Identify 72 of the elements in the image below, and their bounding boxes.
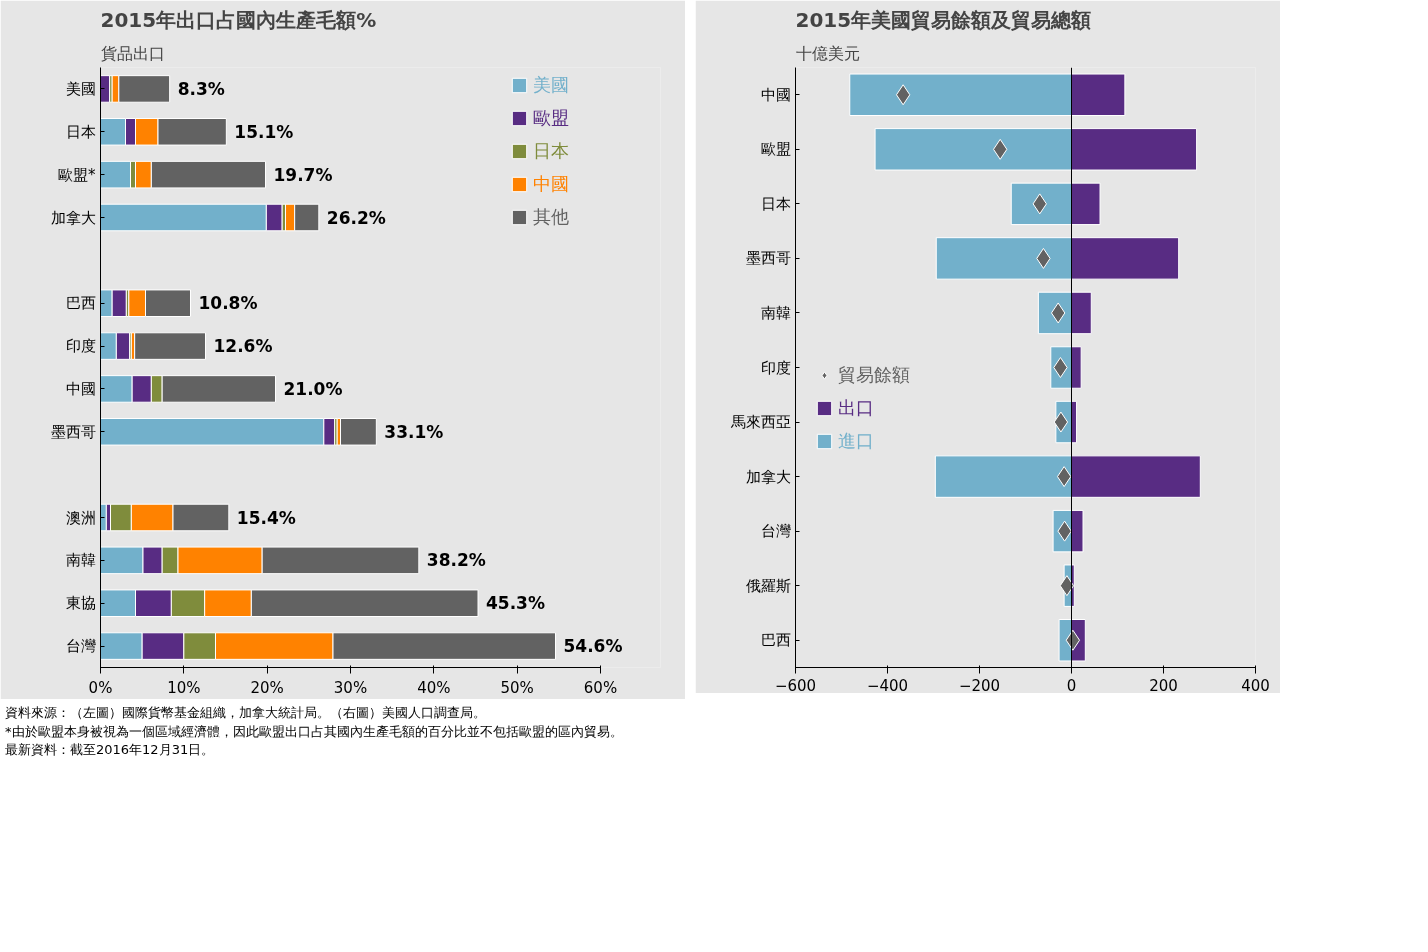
y-tick-label: 中國 — [65, 379, 96, 398]
y-tick-label: 美國 — [65, 79, 96, 98]
x-tick-label: 60% — [583, 678, 618, 697]
x-tick-label: 0% — [88, 678, 113, 697]
y-tick-label: 墨西哥 — [745, 249, 791, 268]
legend-label: 其他 — [533, 205, 569, 229]
x-tick-label: −200 — [958, 676, 1001, 695]
x-tick-label: −600 — [774, 676, 817, 695]
y-tick-label: 俄羅斯 — [745, 576, 791, 595]
point — [1059, 575, 1075, 597]
y-tick-label: 巴西 — [65, 294, 96, 313]
text: 最新資料：截至2016年12月31日。 — [5, 742, 215, 758]
y-tick-label: 日本 — [760, 194, 791, 213]
total-label: 10.8% — [198, 293, 258, 314]
chart-subtitle: 十億美元 — [795, 43, 860, 63]
chart-subtitle: 貨品出口 — [100, 43, 165, 63]
legend-label: 日本 — [533, 139, 569, 163]
point — [1053, 357, 1068, 378]
x-tick-label: 20% — [250, 678, 284, 697]
legend-label: 貿易餘額 — [838, 363, 910, 387]
point — [895, 84, 911, 106]
total-label: 33.1% — [384, 421, 444, 442]
legend-label: 進口 — [838, 429, 874, 453]
total-label: 8.3% — [177, 78, 225, 99]
y-tick-label: 東協 — [65, 594, 96, 613]
x-tick-label: 30% — [333, 678, 368, 697]
point — [1056, 466, 1072, 488]
legend-label: 中國 — [533, 172, 569, 196]
point — [1065, 629, 1081, 651]
y-tick-label: 台灣 — [760, 522, 791, 541]
total-label: 15.1% — [234, 121, 294, 142]
x-tick-label: 0 — [1066, 676, 1077, 695]
legend-label: 美國 — [533, 73, 569, 97]
total-label: 38.2% — [426, 550, 486, 571]
total-label: 19.7% — [273, 164, 333, 185]
total-label: 26.2% — [326, 207, 386, 228]
legend-label: 出口 — [838, 396, 874, 420]
bar — [134, 332, 206, 360]
y-tick-label: 南韓 — [65, 551, 96, 570]
x-tick-label: 400 — [1241, 676, 1270, 695]
y-tick-label: 澳洲 — [65, 508, 96, 527]
y-tick-label: 印度 — [760, 358, 791, 377]
bar — [340, 418, 377, 446]
source-note: 資料來源：（左圖）國際貨幣基金組織，加拿大統計局。（右圖）美國人口調查局。 — [5, 705, 486, 720]
total-label: 12.6% — [213, 336, 273, 357]
x-tick-label: −400 — [866, 676, 909, 695]
bar — [100, 160, 131, 189]
x-tick-label: 200 — [1149, 676, 1178, 695]
text: *由於歐盟本身被視為一個區域經濟體，因此歐盟出口占其國內生產毛額的百分比並不包括歐盟的區內貿易。 — [5, 723, 623, 739]
chart-title: 2015年美國貿易餘額及貿易總額 — [795, 7, 1092, 32]
total-label: 45.3% — [486, 593, 545, 614]
y-tick-label: 中國 — [760, 85, 791, 104]
total-label: 54.6% — [563, 636, 623, 657]
y-tick-label: 台灣 — [65, 637, 96, 656]
y-tick-label: 加拿大 — [50, 208, 96, 227]
y-tick-label: 歐盟 — [760, 140, 791, 159]
point — [1053, 411, 1069, 433]
y-tick-label: 巴西 — [760, 631, 791, 650]
y-tick-label: 印度 — [65, 337, 96, 356]
y-tick-label: 南韓 — [760, 303, 791, 322]
total-label: 21.0% — [283, 378, 343, 399]
y-tick-label: 馬來西亞 — [729, 413, 791, 432]
y-tick-label: 墨西哥 — [50, 422, 96, 441]
x-tick-label: 50% — [500, 678, 534, 697]
x-tick-label: 10% — [167, 678, 201, 697]
total-label: 15.4% — [236, 507, 296, 528]
legend-label: 歐盟 — [533, 106, 569, 130]
chart-title: 2015年出口占國內生產毛額% — [100, 7, 377, 32]
x-tick-label: 40% — [417, 678, 451, 697]
y-tick-label: 加拿大 — [745, 467, 791, 486]
y-tick-label: 日本 — [65, 122, 96, 141]
y-tick-label: 歐盟* — [58, 165, 96, 184]
